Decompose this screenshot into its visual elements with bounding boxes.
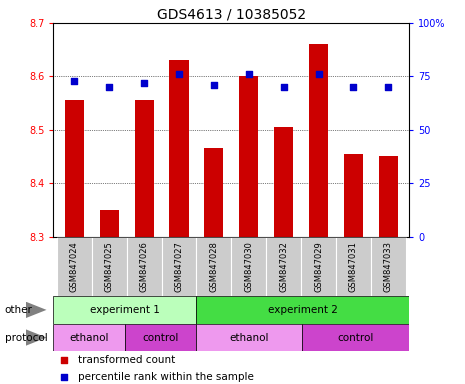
Point <box>210 82 218 88</box>
Text: experiment 1: experiment 1 <box>90 305 159 315</box>
Bar <box>196 296 409 324</box>
Bar <box>134 101 154 237</box>
Bar <box>53 296 196 324</box>
Bar <box>100 210 119 237</box>
Point <box>140 80 148 86</box>
Text: control: control <box>338 333 374 343</box>
Bar <box>53 324 125 351</box>
Point <box>350 84 357 90</box>
Point <box>280 84 287 90</box>
Text: transformed count: transformed count <box>79 356 176 366</box>
Bar <box>379 157 398 237</box>
Text: GSM847030: GSM847030 <box>244 241 253 292</box>
Text: GSM847026: GSM847026 <box>140 241 149 292</box>
Text: GSM847032: GSM847032 <box>279 241 288 292</box>
Text: GSM847031: GSM847031 <box>349 241 358 292</box>
Bar <box>371 237 405 296</box>
Polygon shape <box>26 329 46 346</box>
Bar <box>336 237 371 296</box>
Text: GSM847027: GSM847027 <box>174 241 184 292</box>
Bar <box>232 237 266 296</box>
Bar <box>57 237 92 296</box>
Text: protocol: protocol <box>5 333 47 343</box>
Bar <box>344 154 363 237</box>
Point <box>315 71 322 77</box>
Point <box>245 71 252 77</box>
Point <box>60 374 68 380</box>
Text: GSM847029: GSM847029 <box>314 241 323 292</box>
Point <box>60 358 68 364</box>
Point <box>385 84 392 90</box>
Text: percentile rank within the sample: percentile rank within the sample <box>79 372 254 382</box>
Title: GDS4613 / 10385052: GDS4613 / 10385052 <box>157 8 306 22</box>
Text: other: other <box>5 305 33 315</box>
Text: GSM847024: GSM847024 <box>70 241 79 292</box>
Point <box>106 84 113 90</box>
Bar <box>239 76 259 237</box>
Bar <box>126 237 162 296</box>
Polygon shape <box>26 301 46 318</box>
Bar <box>125 324 196 351</box>
Bar <box>204 149 224 237</box>
Bar <box>169 60 189 237</box>
Bar <box>301 237 336 296</box>
Bar <box>162 237 196 296</box>
Bar <box>92 237 126 296</box>
Text: GSM847028: GSM847028 <box>209 241 219 292</box>
Text: experiment 2: experiment 2 <box>267 305 338 315</box>
Text: ethanol: ethanol <box>229 333 269 343</box>
Text: control: control <box>142 333 179 343</box>
Bar <box>309 45 328 237</box>
Bar <box>196 237 232 296</box>
Bar <box>266 237 301 296</box>
Bar <box>65 101 84 237</box>
Text: ethanol: ethanol <box>69 333 109 343</box>
Point <box>175 71 183 77</box>
Text: GSM847025: GSM847025 <box>105 241 114 292</box>
Bar <box>274 127 293 237</box>
Bar <box>196 324 303 351</box>
Bar <box>303 324 409 351</box>
Text: GSM847033: GSM847033 <box>384 241 393 292</box>
Point <box>71 78 78 84</box>
